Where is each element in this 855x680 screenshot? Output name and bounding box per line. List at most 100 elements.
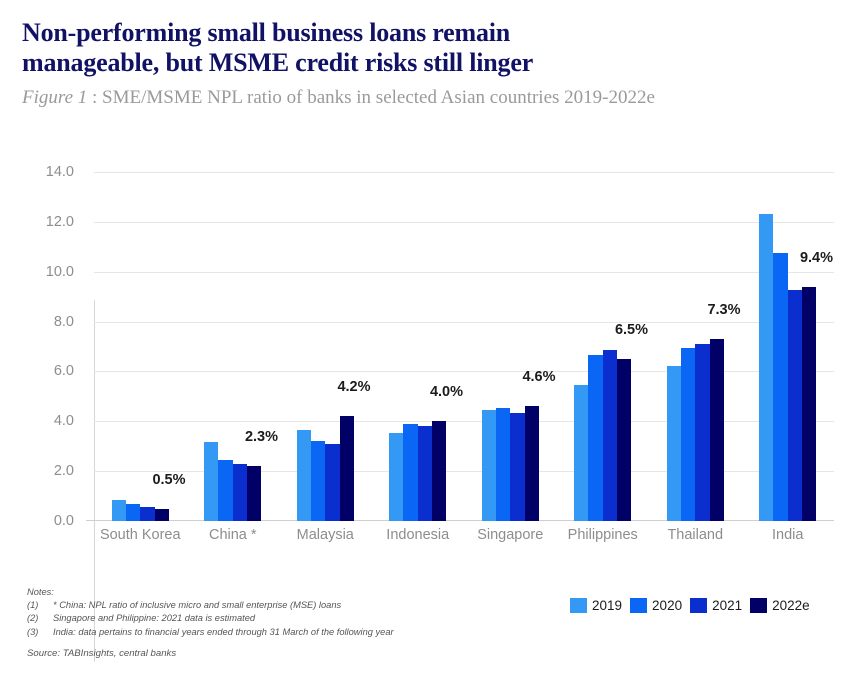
legend-item-2019[interactable]: 2019 bbox=[570, 598, 622, 613]
bar-stack bbox=[389, 172, 447, 521]
gridline bbox=[94, 221, 834, 223]
bar-2021[interactable] bbox=[602, 350, 618, 521]
legend-swatch-icon bbox=[570, 598, 587, 613]
note-number: (3) bbox=[27, 626, 39, 637]
bar-2020[interactable] bbox=[773, 253, 788, 521]
bar-2022e[interactable] bbox=[154, 508, 169, 521]
x-axis-tick-label: China * bbox=[208, 527, 257, 543]
bar-2021[interactable] bbox=[787, 290, 803, 521]
bar-group[interactable]: 2.3% China * bbox=[187, 172, 280, 543]
bar-2019[interactable] bbox=[666, 366, 681, 521]
bar-2019[interactable] bbox=[481, 410, 496, 521]
note-number: (1) bbox=[27, 600, 39, 611]
bar-stack bbox=[666, 172, 724, 521]
chart-subtitle: Figure 1 : SME/MSME NPL ratio of banks i… bbox=[22, 87, 845, 109]
bar-2020[interactable] bbox=[310, 441, 326, 521]
note-row: (1) * China: NPL ratio of inclusive micro… bbox=[27, 599, 394, 612]
y-axis-tick-label: 4.0 bbox=[53, 413, 74, 430]
bar-2019[interactable] bbox=[759, 214, 774, 521]
gridline bbox=[94, 421, 834, 423]
x-axis-tick-label: Philippines bbox=[567, 527, 638, 543]
note-number: (2) bbox=[27, 613, 39, 624]
note-row: (2) Singapore and Philippine: 2021 data i… bbox=[27, 612, 394, 625]
figure-label: Figure 1 bbox=[22, 87, 88, 108]
bar-value-label: 9.4% bbox=[799, 249, 833, 266]
bar-2022e[interactable] bbox=[524, 406, 539, 521]
bar-2022e[interactable] bbox=[802, 286, 817, 521]
legend-label: 2020 bbox=[652, 598, 683, 613]
bar-group[interactable]: 4.6% Singapore bbox=[464, 172, 557, 543]
bar-2021[interactable] bbox=[325, 443, 340, 521]
bar-2022e[interactable] bbox=[339, 416, 354, 521]
gridline bbox=[94, 172, 834, 173]
y-axis-tick-label: 14.0 bbox=[45, 164, 74, 180]
chart-header: Non-performing small business loans rema… bbox=[22, 18, 845, 109]
bar-2019[interactable] bbox=[389, 432, 404, 521]
bar-value-label: 4.0% bbox=[429, 384, 463, 401]
gridline bbox=[94, 321, 834, 323]
bar-2021[interactable] bbox=[140, 507, 155, 521]
page-title: Non-performing small business loans rema… bbox=[22, 18, 534, 77]
bar-2022e[interactable] bbox=[247, 466, 262, 521]
bar-value-label: 4.6% bbox=[522, 369, 556, 386]
bar-stack bbox=[111, 172, 169, 521]
chart-legend: 2019 2020 2021 2022e bbox=[570, 598, 810, 613]
legend-item-2021[interactable]: 2021 bbox=[690, 598, 742, 613]
bar-group[interactable]: 0.5% South Korea bbox=[94, 172, 187, 543]
source-text: Source: TABInsights, central banks bbox=[27, 648, 177, 659]
x-axis-tick-label: India bbox=[772, 527, 804, 543]
bar-2020[interactable] bbox=[403, 423, 418, 521]
bar-2019[interactable] bbox=[204, 442, 219, 521]
bar-value-label: 7.3% bbox=[707, 302, 741, 319]
bar-2019[interactable] bbox=[574, 385, 589, 521]
bar-stack bbox=[574, 172, 632, 521]
bar-stack bbox=[759, 172, 817, 521]
bar-2021[interactable] bbox=[695, 344, 710, 521]
bar-chart: Industry NPL (%) 0.02.04.06.08.010.012.0… bbox=[0, 140, 855, 662]
bar-stack bbox=[296, 172, 354, 521]
bar-groups: 0.5% South Korea 2.3% China * 4.2% Malaysia 4.… bbox=[94, 172, 835, 543]
note-row: (3) India: data pertains to financial yea… bbox=[27, 626, 394, 639]
plot-area: 0.0 2.0 4.0 6.0 8.0 10.0 12.0 14.0 0.5% South Ko… bbox=[46, 164, 835, 543]
bar-2021[interactable] bbox=[417, 426, 433, 521]
gridline bbox=[94, 371, 834, 373]
x-axis-tick-label: South Korea bbox=[99, 527, 181, 543]
legend-item-2022e[interactable]: 2022e bbox=[750, 598, 810, 613]
bar-2019[interactable] bbox=[296, 430, 311, 521]
bar-2020[interactable] bbox=[588, 355, 603, 521]
notes-block: Notes: (1) * China: NPL ratio of inclusiv… bbox=[27, 586, 394, 639]
x-axis-line bbox=[86, 520, 834, 521]
bar-value-label: 0.5% bbox=[152, 471, 186, 488]
notes-list: (1) * China: NPL ratio of inclusive micro… bbox=[27, 599, 394, 639]
bar-group[interactable]: 4.0% Indonesia bbox=[372, 172, 465, 543]
bar-stack bbox=[204, 172, 262, 521]
bar-2022e[interactable] bbox=[617, 358, 632, 521]
note-text: India: data pertains to financial years … bbox=[53, 626, 394, 637]
subtitle-text: SME/MSME NPL ratio of banks in selected … bbox=[102, 87, 655, 108]
legend-label: 2022e bbox=[772, 598, 810, 613]
bar-2020[interactable] bbox=[218, 459, 233, 521]
bar-2022e[interactable] bbox=[432, 421, 447, 521]
bar-group[interactable]: 9.4% India bbox=[742, 172, 835, 543]
bar-2020[interactable] bbox=[495, 407, 511, 521]
bar-group[interactable]: 7.3% Thailand bbox=[649, 172, 742, 543]
bar-value-label: 2.3% bbox=[244, 429, 278, 446]
bar-2022e[interactable] bbox=[709, 339, 724, 521]
bar-group[interactable]: 6.5% Philippines bbox=[557, 172, 650, 543]
bar-2021[interactable] bbox=[510, 412, 525, 521]
y-axis-tick-label: 6.0 bbox=[53, 363, 74, 380]
legend-item-2020[interactable]: 2020 bbox=[630, 598, 682, 613]
x-axis-tick-label: Singapore bbox=[477, 527, 544, 543]
x-axis-tick-label: Thailand bbox=[667, 527, 724, 543]
bar-2020[interactable] bbox=[680, 347, 696, 521]
gridline bbox=[94, 271, 834, 273]
y-axis-line bbox=[94, 300, 95, 662]
bar-group[interactable]: 4.2% Malaysia bbox=[279, 172, 372, 543]
y-axis-tick-label: 8.0 bbox=[53, 313, 74, 330]
note-text: * China: NPL ratio of inclusive micro an… bbox=[53, 600, 342, 611]
bar-2021[interactable] bbox=[232, 463, 248, 521]
legend-label: 2019 bbox=[592, 598, 623, 613]
bar-2020[interactable] bbox=[125, 503, 141, 521]
legend-swatch-icon bbox=[630, 598, 648, 613]
bar-2019[interactable] bbox=[111, 499, 126, 521]
